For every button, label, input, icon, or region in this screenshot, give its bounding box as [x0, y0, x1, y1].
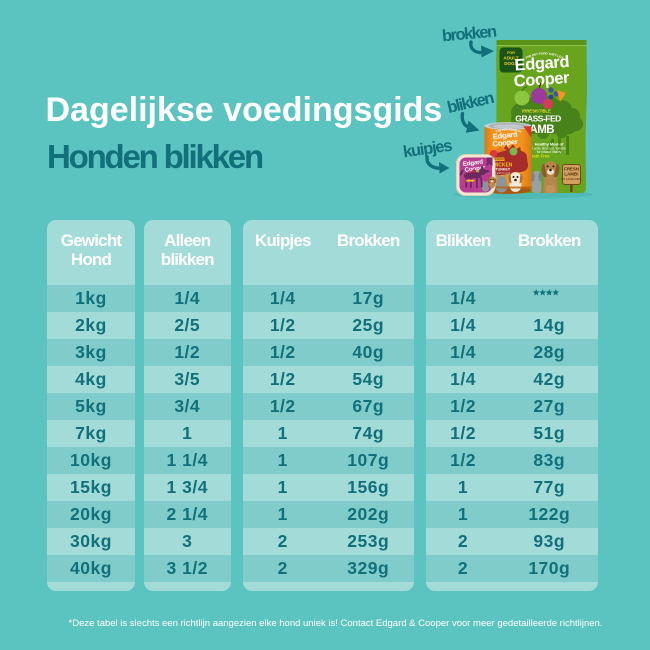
svg-text:Cooper: Cooper — [513, 69, 570, 91]
svg-text:GRASS-FED: GRASS-FED — [515, 114, 561, 124]
svg-text:IRRESISTIBLE: IRRESISTIBLE — [522, 108, 551, 113]
svg-text:NO LAME MEAL: NO LAME MEAL — [561, 177, 582, 181]
svg-text:Edgard: Edgard — [492, 129, 518, 141]
svg-text:with apple & carrot: with apple & carrot — [492, 172, 511, 175]
svg-text:Edgard: Edgard — [514, 53, 570, 75]
svg-text:Lamb, Broccoli, Tomato: Lamb, Broccoli, Tomato — [532, 147, 565, 151]
svg-text:FOR: FOR — [507, 51, 515, 55]
svg-text:& TURKEY: & TURKEY — [492, 168, 511, 172]
svg-text:LAMB!: LAMB! — [564, 172, 579, 177]
svg-text:Healthy Meal of: Healthy Meal of — [535, 142, 564, 147]
svg-text:ADULT: ADULT — [503, 56, 518, 61]
svg-text:Cooper: Cooper — [464, 164, 486, 174]
svg-text:Grain Free: Grain Free — [529, 154, 551, 159]
svg-text:DOGS: DOGS — [504, 61, 518, 66]
svg-text:CHICKEN: CHICKEN — [490, 163, 513, 169]
svg-text:for Instant Vitality: for Instant Vitality — [537, 150, 562, 154]
svg-text:Cooper: Cooper — [492, 137, 518, 149]
svg-text:DELICIOUS: DELICIOUS — [491, 157, 505, 161]
svg-text:FRESH: FRESH — [564, 167, 579, 172]
svg-text:Edgard: Edgard — [463, 159, 484, 168]
